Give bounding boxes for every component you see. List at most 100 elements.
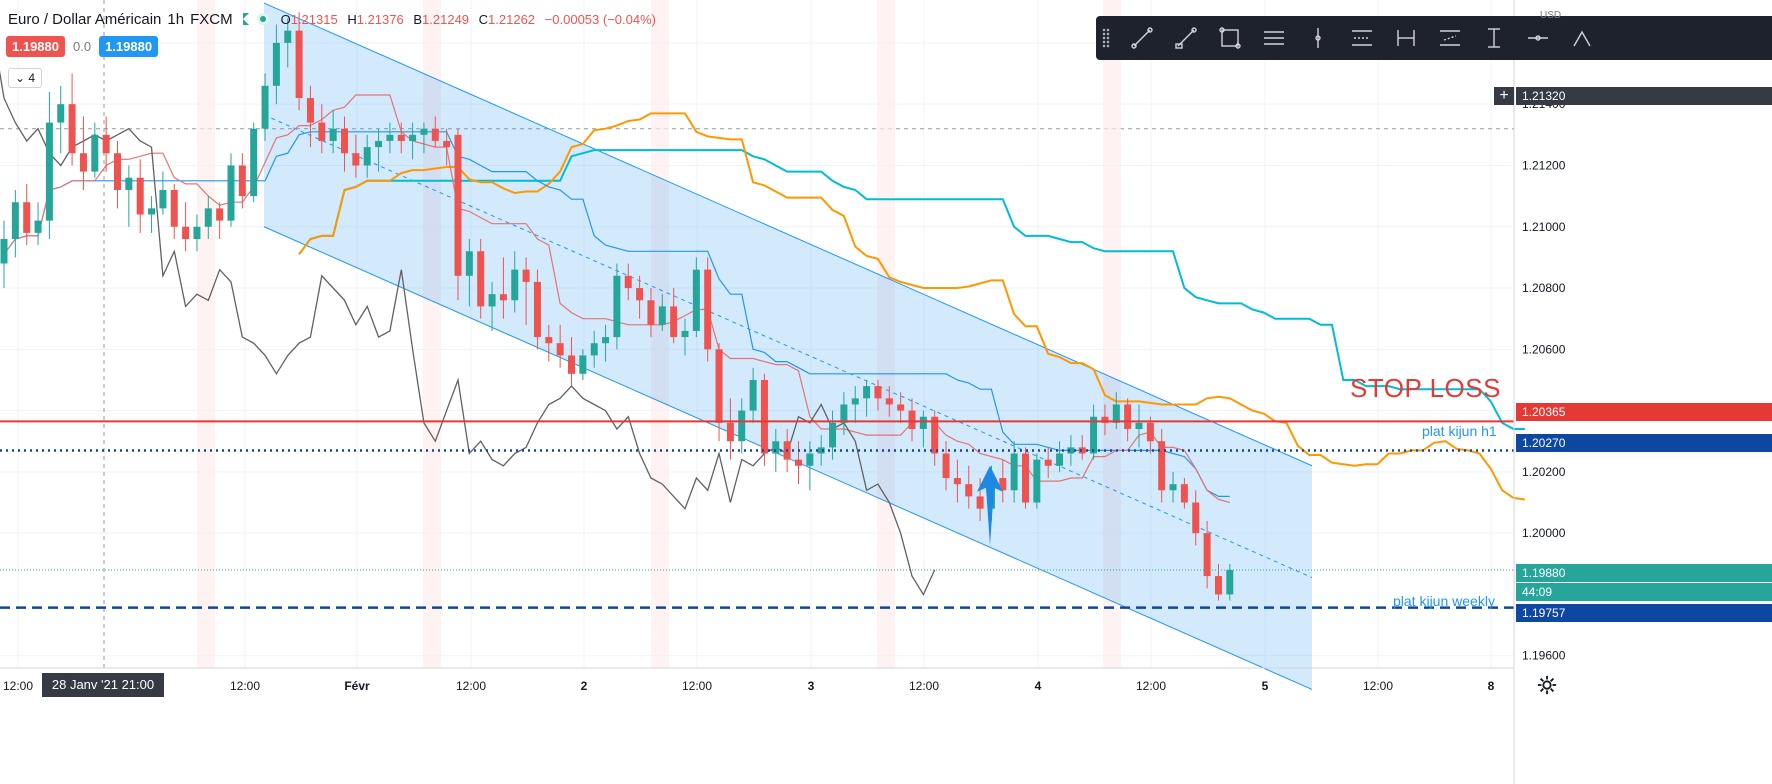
- date-range-icon: [1397, 30, 1415, 46]
- candle-body: [613, 275, 621, 338]
- candle-body: [443, 140, 451, 148]
- time-tick-label: 3: [808, 679, 815, 693]
- last-price-tag: 1.19880: [1516, 564, 1772, 582]
- candle-body: [760, 379, 768, 454]
- session-band: [423, 0, 441, 668]
- measure-tool[interactable]: [1472, 16, 1516, 60]
- time-tick-label: 12:00: [3, 679, 33, 693]
- rectangle-tool[interactable]: [1208, 16, 1252, 60]
- kijun-sen-line: [3, 131, 1230, 497]
- parallel-channel-tool[interactable]: [1252, 16, 1296, 60]
- candle-body: [272, 42, 280, 86]
- ohlc-high: 1.21376: [356, 11, 404, 27]
- candle-body: [829, 422, 837, 448]
- add-alert-icon[interactable]: +: [1494, 87, 1514, 105]
- price-tick-label: 1.19600: [1522, 649, 1566, 663]
- buy-button[interactable]: 1.19880: [99, 36, 159, 57]
- market-status-icon: [256, 13, 269, 25]
- candle-body: [545, 337, 553, 344]
- candle-body: [454, 134, 462, 276]
- candle-body: [386, 134, 394, 141]
- price-axis: 1.216001.214001.212001.210001.208001.206…: [1513, 0, 1566, 784]
- regression-tool[interactable]: [1340, 16, 1384, 60]
- channel-mid-line: [263, 114, 1313, 579]
- candle-body: [1067, 447, 1075, 454]
- price-tick-label: 1.21000: [1522, 220, 1566, 234]
- candle-body: [704, 269, 712, 350]
- candle-body: [533, 281, 541, 338]
- symbol-header[interactable]: Euro / Dollar Américain 1h FXCM O1.21315…: [8, 8, 662, 30]
- candle-body: [908, 410, 916, 429]
- flag-icon[interactable]: [242, 13, 249, 25]
- candle-body: [624, 275, 632, 289]
- kijun-weekly-label[interactable]: plat kijun weekly: [1393, 593, 1495, 609]
- trend-line-tool[interactable]: [1120, 16, 1164, 60]
- session-band: [197, 0, 215, 668]
- gear-icon[interactable]: [1536, 674, 1558, 696]
- indicators-toggle[interactable]: ⌄ 4: [8, 68, 43, 88]
- time-tick-label: 8: [1488, 679, 1495, 693]
- candle-body: [227, 165, 235, 221]
- candle-body: [806, 453, 814, 466]
- time-tick-label: 12:00: [1136, 679, 1166, 693]
- drag-handle-icon[interactable]: [1102, 28, 1110, 48]
- candlesticks: [0, 12, 1234, 601]
- candle-body: [1146, 422, 1154, 442]
- time-tick-label: 12:00: [456, 679, 486, 693]
- candle-body: [170, 189, 178, 227]
- candle-body: [420, 128, 428, 135]
- date-range-tool[interactable]: [1384, 16, 1428, 60]
- currency-label: USD: [1540, 10, 1562, 21]
- spread: 0.0: [73, 39, 92, 54]
- more-tool[interactable]: [1560, 16, 1604, 60]
- candle-body: [102, 134, 110, 154]
- regression-icon: [1352, 30, 1372, 46]
- horizontal-line-tool[interactable]: [1516, 16, 1560, 60]
- candle-body: [999, 478, 1007, 491]
- candle-body: [1192, 502, 1200, 534]
- drawing-toolbar: [1096, 16, 1772, 60]
- sell-button[interactable]: 1.19880: [6, 36, 65, 57]
- candle-body: [79, 153, 87, 172]
- trend-line-icon: [1131, 27, 1153, 49]
- candle-body: [306, 98, 314, 123]
- candle-body: [692, 269, 700, 331]
- horizontal-line-icon: [1528, 35, 1548, 41]
- ohlc-o-label: O: [280, 11, 291, 27]
- kijun-h1-label[interactable]: plat kijun h1: [1422, 423, 1497, 439]
- senkou-a-line: [298, 112, 1526, 501]
- measure-icon: [1488, 28, 1500, 48]
- vertical-line-icon: [1315, 28, 1321, 48]
- candle-body: [1078, 447, 1086, 454]
- ray-tool[interactable]: [1164, 16, 1208, 60]
- candle-body: [863, 386, 871, 399]
- candle-body: [499, 294, 507, 301]
- candle-body: [602, 337, 610, 344]
- candle-body: [1033, 459, 1041, 503]
- time-tick-label: 5: [1262, 679, 1269, 693]
- ohlc-low: 1.21249: [422, 11, 470, 27]
- candle-body: [1158, 441, 1166, 491]
- price-tick-label: 1.20000: [1522, 526, 1566, 540]
- price-tick-label: 1.20800: [1522, 281, 1566, 295]
- session-breaks: [197, 0, 1121, 668]
- ray-icon: [1175, 27, 1197, 49]
- candle-body: [375, 140, 383, 148]
- time-tick-label: 12:00: [682, 679, 712, 693]
- candle-body: [749, 379, 757, 411]
- price-range-tool[interactable]: [1428, 16, 1472, 60]
- candle-body: [397, 134, 405, 141]
- session-band: [877, 0, 895, 668]
- candle-body: [193, 226, 201, 240]
- ohlc-change: −0.00053 (−0.04%): [544, 11, 656, 27]
- interval[interactable]: 1h: [167, 10, 185, 28]
- session-band: [1103, 0, 1121, 668]
- candle-body: [976, 496, 984, 509]
- more-icon: [1573, 30, 1591, 47]
- candle-body: [329, 128, 337, 141]
- candle-body: [0, 239, 8, 264]
- stop-loss-label[interactable]: STOP LOSS: [1350, 373, 1501, 403]
- vertical-line-tool[interactable]: [1296, 16, 1340, 60]
- symbol-name[interactable]: Euro / Dollar Américain: [8, 10, 162, 28]
